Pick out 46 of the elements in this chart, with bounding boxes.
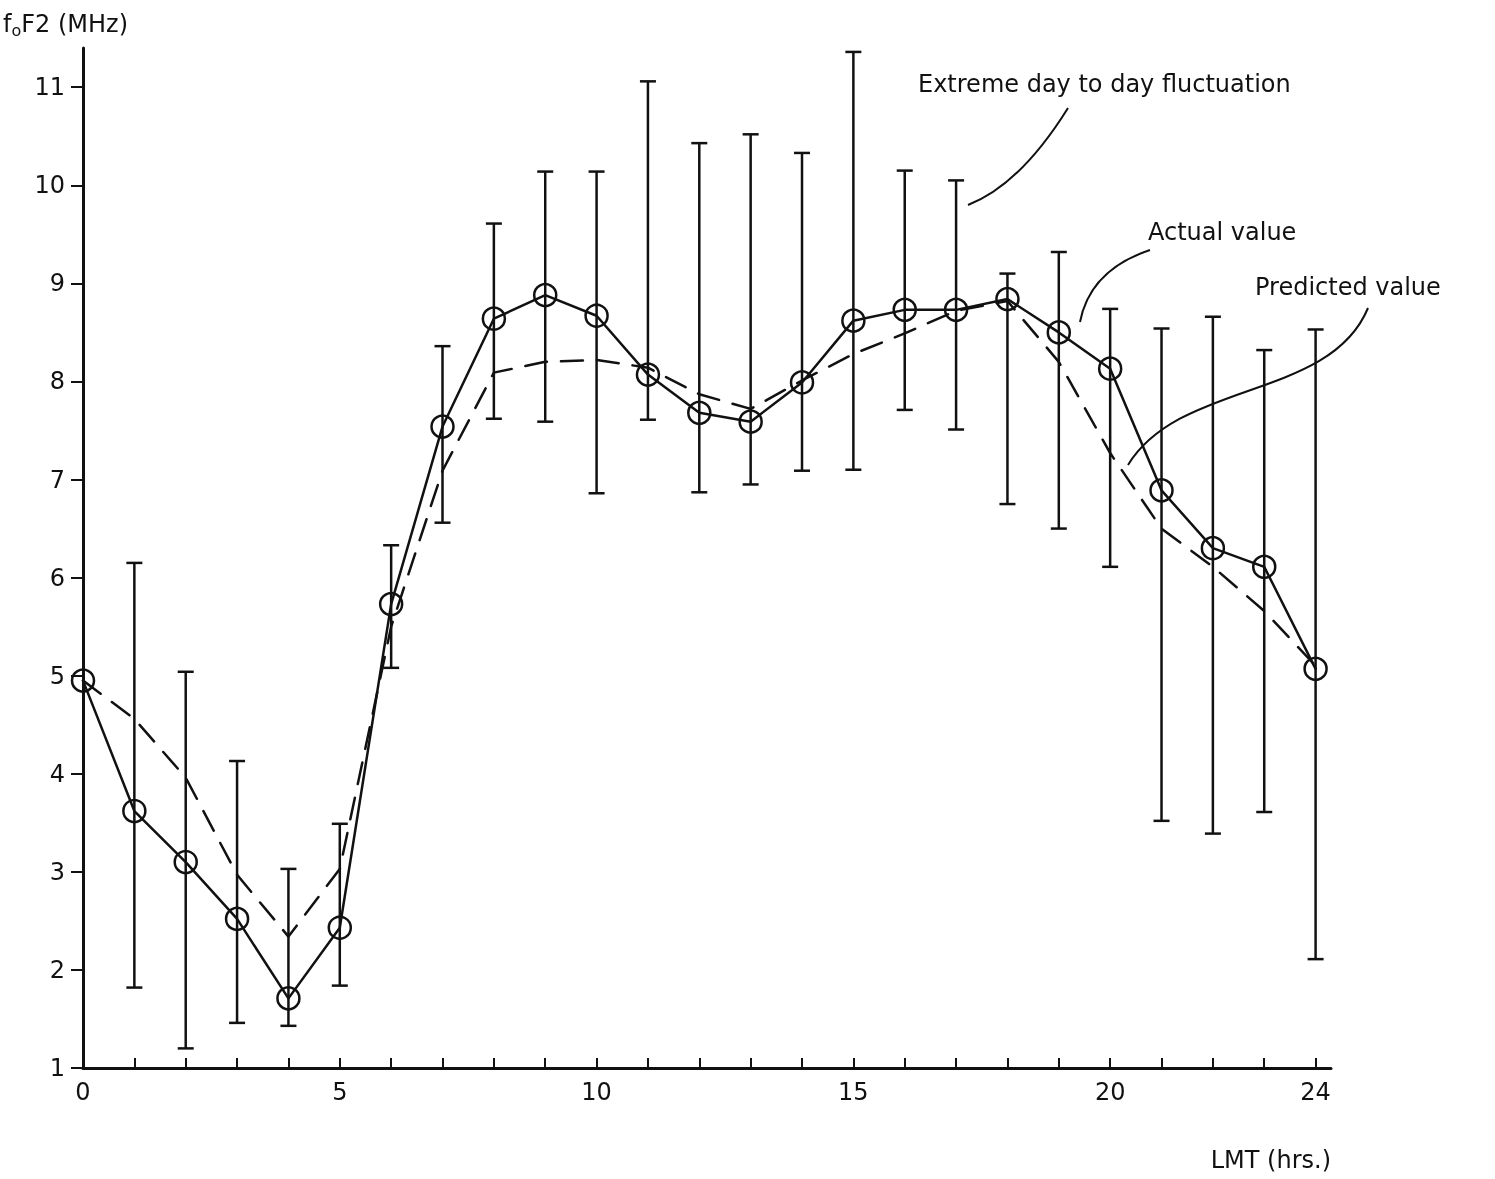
point (122, 798, 147, 824)
text: Actual value (1148, 218, 1297, 246)
point (1097, 356, 1123, 381)
point (687, 400, 712, 426)
point (1046, 320, 1072, 345)
point (1149, 478, 1174, 503)
point (327, 915, 353, 940)
point (224, 906, 250, 932)
point (481, 306, 507, 331)
point (1200, 535, 1226, 561)
point (378, 591, 404, 617)
point (70, 668, 96, 693)
point (789, 370, 815, 395)
point (276, 986, 301, 1011)
point (430, 414, 455, 439)
point (1252, 554, 1277, 580)
y-tick-label: 2 (49, 955, 65, 984)
y-tick-label: 4 (49, 759, 65, 788)
y-tick-label: 1 (49, 1054, 65, 1082)
y-tick-label: 8 (49, 367, 65, 396)
y-tick-label: 10 (34, 171, 65, 200)
text: Predicted value (1255, 273, 1441, 301)
x-tick-label: 0 (75, 1078, 91, 1106)
y-tick-label: 6 (49, 563, 65, 592)
x-tick-label: 5 (332, 1078, 348, 1106)
x-tick-label: 20 (1094, 1078, 1126, 1106)
annotation: Extreme day to day fluctuation (918, 70, 1291, 98)
x-tick-label: 15 (838, 1078, 869, 1106)
x-tick-label: 10 (581, 1078, 612, 1106)
point (738, 409, 763, 434)
point (173, 849, 198, 875)
point (892, 297, 917, 323)
point (1303, 656, 1328, 682)
point (995, 286, 1020, 312)
point (635, 362, 661, 387)
y-tick-label: 5 (49, 661, 65, 690)
y-tick-label: 11 (34, 73, 65, 102)
y-tick-label: 3 (49, 857, 65, 886)
point (943, 297, 969, 323)
point (841, 308, 866, 333)
y-tick-label: 9 (49, 269, 65, 298)
y-tick-label: 7 (49, 465, 65, 494)
point (532, 282, 558, 308)
x-tick-label: 24 (1300, 1078, 1331, 1106)
point (584, 303, 609, 328)
x-axis-title: LMT (hrs.) (1210, 1146, 1331, 1174)
